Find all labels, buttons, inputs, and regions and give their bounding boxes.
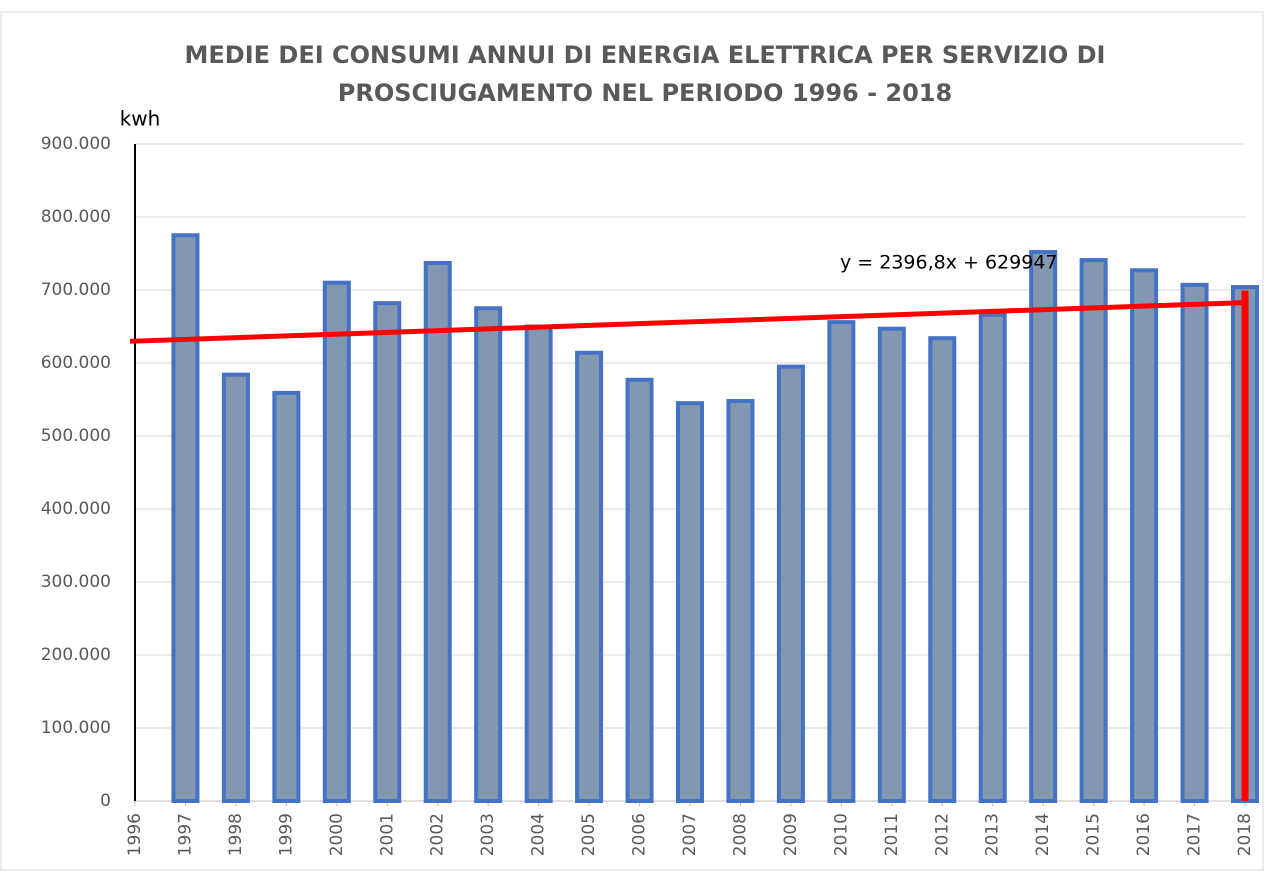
bar bbox=[373, 301, 402, 803]
bar bbox=[776, 364, 805, 803]
x-tick-label: 2008 bbox=[730, 813, 750, 856]
bar bbox=[524, 324, 553, 803]
y-tick-label: 900.000 bbox=[41, 134, 111, 154]
x-tick-label: 2004 bbox=[529, 813, 549, 856]
x-tick-label: 2018 bbox=[1235, 813, 1255, 856]
bar bbox=[1130, 268, 1159, 804]
x-tick-label: 2015 bbox=[1084, 813, 1104, 856]
y-tick-label: 800.000 bbox=[41, 207, 111, 227]
x-tick-label: 2009 bbox=[781, 813, 801, 856]
bar bbox=[322, 280, 351, 803]
y-tick-label: 300.000 bbox=[41, 572, 111, 592]
bar bbox=[423, 260, 452, 803]
bar bbox=[827, 320, 856, 803]
x-tick-label: 2001 bbox=[377, 813, 397, 856]
x-tick-label: 2006 bbox=[630, 813, 650, 856]
bar bbox=[676, 401, 704, 803]
bar bbox=[171, 233, 200, 803]
chart-title: PROSCIUGAMENTO NEL PERIODO 1996 - 2018 bbox=[338, 79, 952, 107]
bar bbox=[474, 306, 503, 803]
trendline-equation: y = 2396,8x + 629947 bbox=[840, 252, 1058, 274]
y-tick-label: 700.000 bbox=[41, 280, 111, 300]
bar bbox=[221, 372, 250, 803]
y-axis-label: kwh bbox=[120, 107, 161, 131]
bar bbox=[575, 350, 604, 803]
bar bbox=[726, 398, 755, 803]
x-tick-label: 2005 bbox=[579, 813, 599, 856]
bar bbox=[1180, 282, 1209, 803]
x-tick-label: 2014 bbox=[1033, 813, 1053, 856]
x-tick-label: 2013 bbox=[983, 813, 1003, 856]
bar bbox=[272, 390, 301, 803]
x-tick-label: 2012 bbox=[932, 813, 952, 856]
x-tick-label: 2002 bbox=[428, 813, 448, 856]
x-tick-label: 2016 bbox=[1134, 813, 1154, 856]
x-tick-label: 1999 bbox=[276, 813, 296, 856]
y-tick-label: 0 bbox=[100, 791, 111, 811]
x-tick-label: 2017 bbox=[1185, 813, 1205, 856]
x-tick-label: 2011 bbox=[882, 813, 902, 856]
bar bbox=[1079, 258, 1108, 803]
x-tick-label: 1996 bbox=[125, 813, 145, 856]
y-tick-label: 200.000 bbox=[41, 645, 111, 665]
x-tick-label: 2000 bbox=[327, 813, 347, 856]
trendline bbox=[129, 300, 1246, 344]
y-tick-label: 600.000 bbox=[41, 353, 111, 373]
x-tick-label: 2010 bbox=[831, 813, 851, 856]
y-tick-label: 400.000 bbox=[41, 499, 111, 519]
bar bbox=[877, 326, 906, 803]
bar bbox=[928, 336, 957, 803]
y-tick-label: 100.000 bbox=[41, 718, 111, 738]
bar bbox=[1029, 250, 1058, 804]
bar bbox=[625, 377, 654, 803]
bar bbox=[978, 312, 1007, 803]
y-tick-label: 500.000 bbox=[41, 426, 111, 446]
x-tick-label: 2003 bbox=[478, 813, 498, 856]
x-tick-label: 2007 bbox=[680, 813, 700, 856]
x-tick-label: 1998 bbox=[226, 813, 246, 856]
chart-title: MEDIE DEI CONSUMI ANNUI DI ENERGIA ELETT… bbox=[185, 41, 1106, 69]
x-tick-label: 1997 bbox=[175, 813, 195, 856]
